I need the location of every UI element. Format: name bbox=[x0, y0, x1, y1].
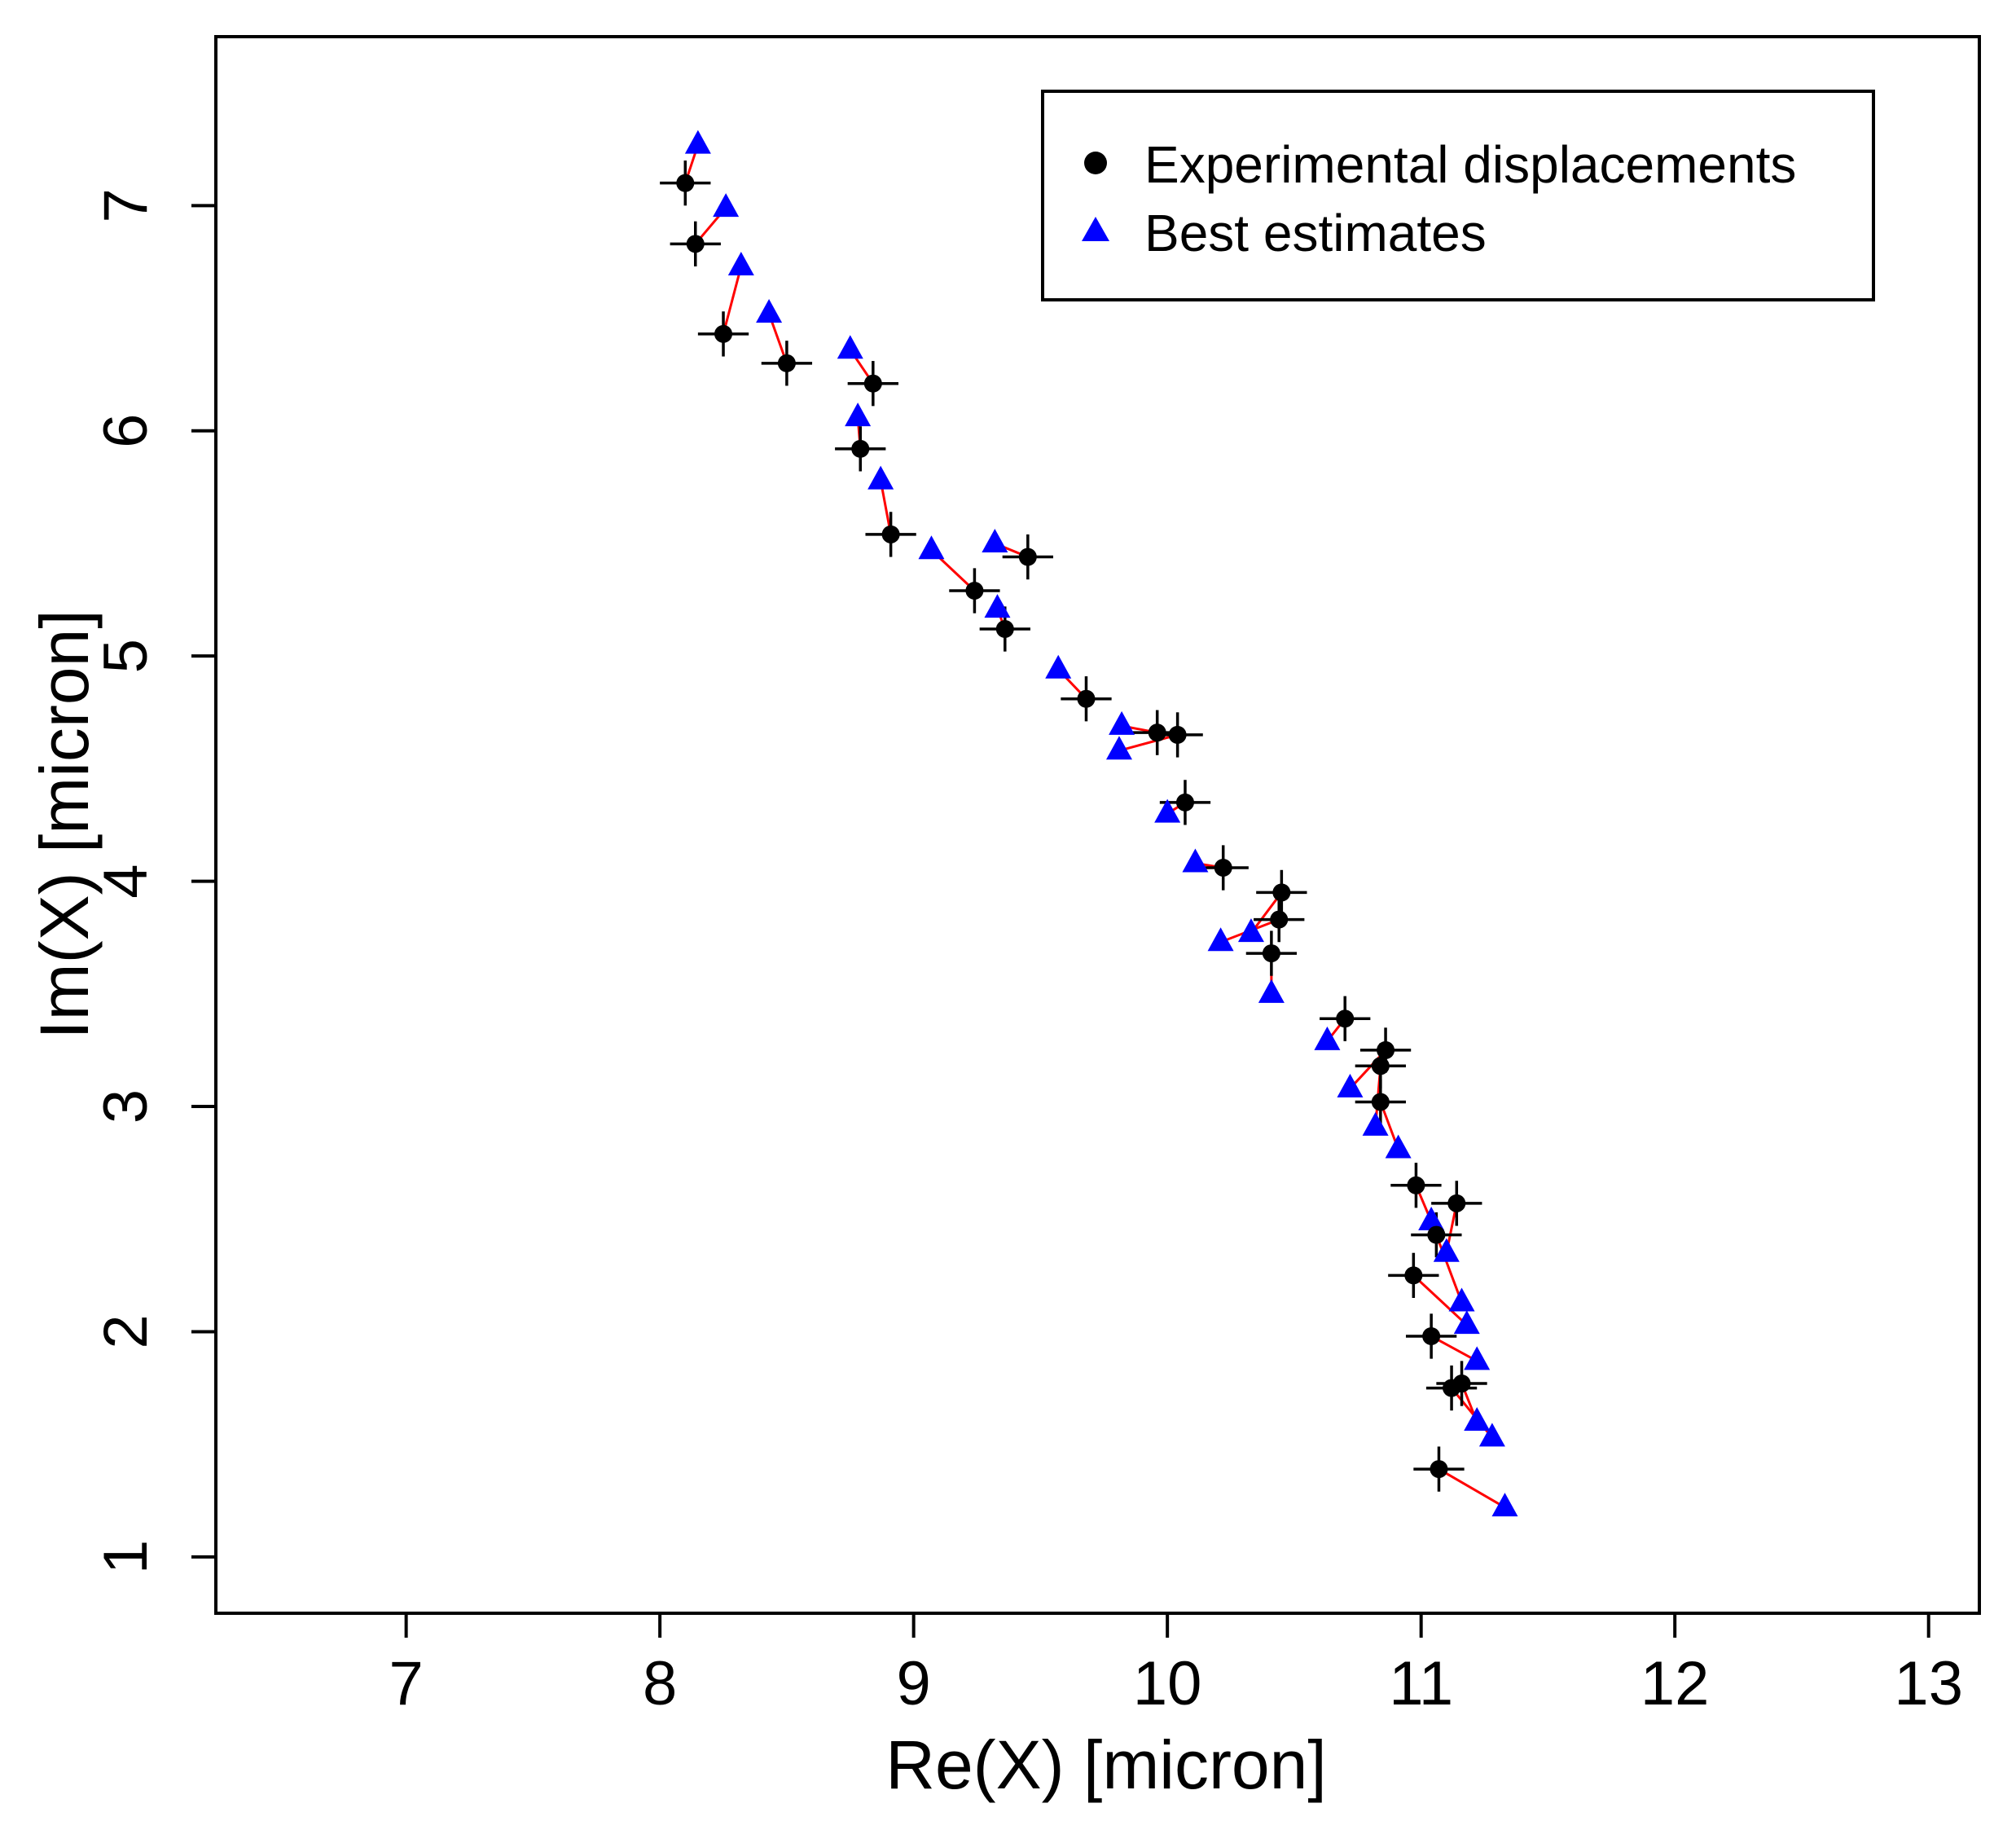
y-tick-label: 7 bbox=[91, 188, 160, 222]
x-tick-label: 10 bbox=[1133, 1649, 1202, 1718]
y-axis: 1 2 3 4 5 6 7 bbox=[91, 188, 216, 1574]
estimate-point bbox=[756, 299, 783, 323]
y-tick-label: 2 bbox=[91, 1314, 160, 1348]
estimate-point bbox=[1207, 927, 1234, 952]
estimate-point bbox=[1385, 1134, 1412, 1159]
x-tick-label: 11 bbox=[1389, 1649, 1453, 1718]
x-tick-label: 7 bbox=[389, 1649, 423, 1718]
experimental-point bbox=[1377, 1040, 1395, 1059]
experimental-point bbox=[1422, 1326, 1441, 1345]
experimental-point bbox=[1447, 1194, 1466, 1212]
y-tick-label: 5 bbox=[91, 639, 160, 673]
estimate-markers bbox=[684, 130, 1518, 1517]
x-tick-label: 8 bbox=[643, 1649, 677, 1718]
x-tick-label: 13 bbox=[1894, 1649, 1963, 1718]
estimate-point bbox=[1362, 1111, 1389, 1136]
experimental-point bbox=[1148, 724, 1166, 742]
estimate-point bbox=[982, 528, 1008, 552]
estimate-point bbox=[1433, 1238, 1460, 1262]
x-axis: 7 8 9 10 11 12 13 bbox=[389, 1613, 1963, 1718]
estimate-point bbox=[867, 465, 894, 490]
experimental-point bbox=[1270, 910, 1289, 929]
estimate-point bbox=[1182, 848, 1209, 873]
experimental-point bbox=[1407, 1176, 1425, 1194]
experimental-point bbox=[1371, 1093, 1390, 1111]
estimate-point bbox=[984, 594, 1011, 618]
estimate-point bbox=[727, 251, 754, 275]
legend: Experimental displacements Best estimate… bbox=[1041, 90, 1875, 301]
estimate-point bbox=[1109, 710, 1135, 735]
experimental-point bbox=[714, 324, 733, 343]
experimental-point bbox=[995, 620, 1014, 639]
estimate-point bbox=[1491, 1493, 1518, 1517]
estimate-point bbox=[1448, 1287, 1475, 1312]
experimental-point bbox=[851, 439, 870, 458]
experimental-point bbox=[1404, 1266, 1423, 1285]
connector-line bbox=[879, 480, 893, 535]
experimental-point bbox=[863, 374, 882, 393]
connector-lines bbox=[683, 144, 1506, 1509]
estimate-point bbox=[1453, 1310, 1480, 1335]
estimate-point bbox=[1464, 1346, 1491, 1370]
estimate-point bbox=[1464, 1407, 1491, 1432]
estimate-point bbox=[845, 402, 872, 427]
experimental-markers bbox=[676, 174, 1471, 1479]
y-tick-label: 1 bbox=[91, 1540, 160, 1574]
legend-estimate-marker bbox=[1082, 217, 1109, 241]
experimental-point bbox=[1272, 883, 1291, 902]
connector-line bbox=[1412, 1274, 1468, 1326]
experimental-point bbox=[1371, 1057, 1390, 1075]
experimental-point bbox=[1262, 944, 1280, 963]
experimental-point bbox=[777, 354, 796, 372]
experimental-point bbox=[1430, 1460, 1448, 1479]
estimate-point bbox=[1154, 798, 1181, 823]
estimate-point bbox=[1478, 1423, 1505, 1447]
legend-experimental-marker bbox=[1084, 152, 1107, 174]
experimental-point bbox=[881, 525, 900, 543]
experimental-point bbox=[1443, 1379, 1461, 1397]
estimate-point bbox=[713, 193, 740, 218]
connector-line bbox=[722, 266, 743, 335]
experimental-point bbox=[1018, 548, 1037, 566]
experimental-point bbox=[1214, 859, 1232, 878]
legend-experimental-label: Experimental displacements bbox=[1144, 135, 1796, 194]
connector-line bbox=[1438, 1467, 1506, 1509]
experimental-point bbox=[676, 174, 695, 192]
experimental-point bbox=[965, 582, 984, 600]
x-axis-label: Re(X) [micron] bbox=[885, 1726, 1326, 1803]
y-tick-label: 4 bbox=[91, 864, 160, 898]
y-tick-label: 3 bbox=[91, 1089, 160, 1124]
legend-estimate-label: Best estimates bbox=[1144, 204, 1487, 262]
estimate-point bbox=[1314, 1026, 1341, 1050]
estimate-point bbox=[918, 535, 945, 560]
estimate-point bbox=[1418, 1207, 1445, 1231]
estimate-point bbox=[1337, 1073, 1364, 1097]
estimate-point bbox=[1105, 736, 1132, 760]
experimental-point bbox=[1336, 1009, 1355, 1028]
experimental-point bbox=[1427, 1225, 1446, 1244]
x-tick-label: 9 bbox=[897, 1649, 931, 1718]
experimental-point bbox=[1175, 793, 1194, 812]
connector-line bbox=[1118, 733, 1179, 752]
experimental-point bbox=[1077, 689, 1096, 708]
estimate-point bbox=[1237, 918, 1264, 943]
estimate-point bbox=[1258, 979, 1285, 1003]
experimental-point bbox=[686, 235, 705, 253]
connector-line bbox=[1434, 1234, 1463, 1304]
estimate-point bbox=[837, 335, 863, 359]
estimate-point bbox=[1045, 654, 1072, 679]
y-axis-label: Im(X) [micron] bbox=[26, 609, 103, 1039]
plot-frame bbox=[214, 35, 1981, 1615]
legend-box bbox=[1041, 90, 1875, 301]
y-tick-label: 6 bbox=[91, 414, 160, 448]
x-tick-label: 12 bbox=[1640, 1649, 1710, 1718]
experimental-point bbox=[1168, 725, 1187, 744]
estimate-point bbox=[684, 130, 711, 154]
